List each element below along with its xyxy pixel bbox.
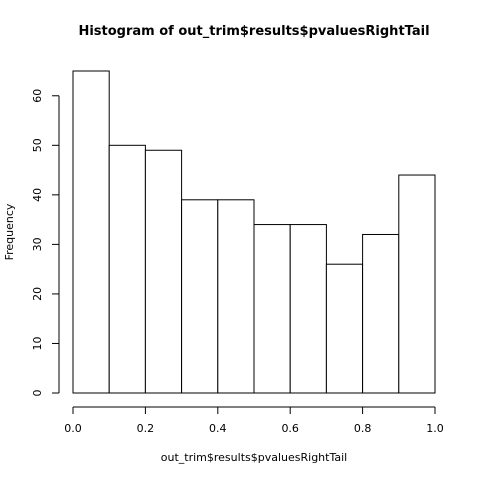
y-tick-label: 40 bbox=[31, 188, 44, 202]
histogram-bar bbox=[253, 224, 291, 394]
chart-title: Histogram of out_trim$results$pvaluesRig… bbox=[78, 24, 429, 39]
y-tick-label: 30 bbox=[31, 237, 44, 251]
y-tick-label: 20 bbox=[31, 287, 44, 301]
histogram-bar bbox=[398, 174, 436, 394]
y-tick-label: 50 bbox=[31, 138, 44, 152]
histogram-bar bbox=[289, 224, 327, 394]
x-tick-label: 0.4 bbox=[209, 422, 227, 435]
x-tick-label: 0.6 bbox=[281, 422, 299, 435]
histogram-bar bbox=[325, 263, 364, 394]
histogram-bar bbox=[108, 144, 146, 394]
x-tick-label: 0.8 bbox=[354, 422, 372, 435]
histogram-bar bbox=[181, 199, 219, 394]
bars-group bbox=[72, 70, 436, 394]
y-tick-label: 10 bbox=[31, 336, 44, 350]
histogram-bar bbox=[144, 149, 183, 394]
histogram-bar bbox=[362, 233, 400, 394]
histogram-bar bbox=[217, 199, 255, 394]
x-axis: 0.0 0.2 0.4 0.6 0.8 1.0 bbox=[64, 406, 444, 435]
histogram-bar bbox=[72, 70, 110, 394]
y-axis: 0 10 20 30 40 50 60 bbox=[31, 89, 60, 397]
x-tick-label: 0.0 bbox=[64, 422, 82, 435]
x-tick-label: 1.0 bbox=[426, 422, 444, 435]
y-tick-label: 0 bbox=[31, 390, 44, 397]
y-tick-label: 60 bbox=[31, 89, 44, 103]
y-axis-label: Frequency bbox=[3, 203, 16, 260]
x-axis-label: out_trim$results$pvaluesRightTail bbox=[161, 451, 347, 464]
x-tick-label: 0.2 bbox=[137, 422, 155, 435]
